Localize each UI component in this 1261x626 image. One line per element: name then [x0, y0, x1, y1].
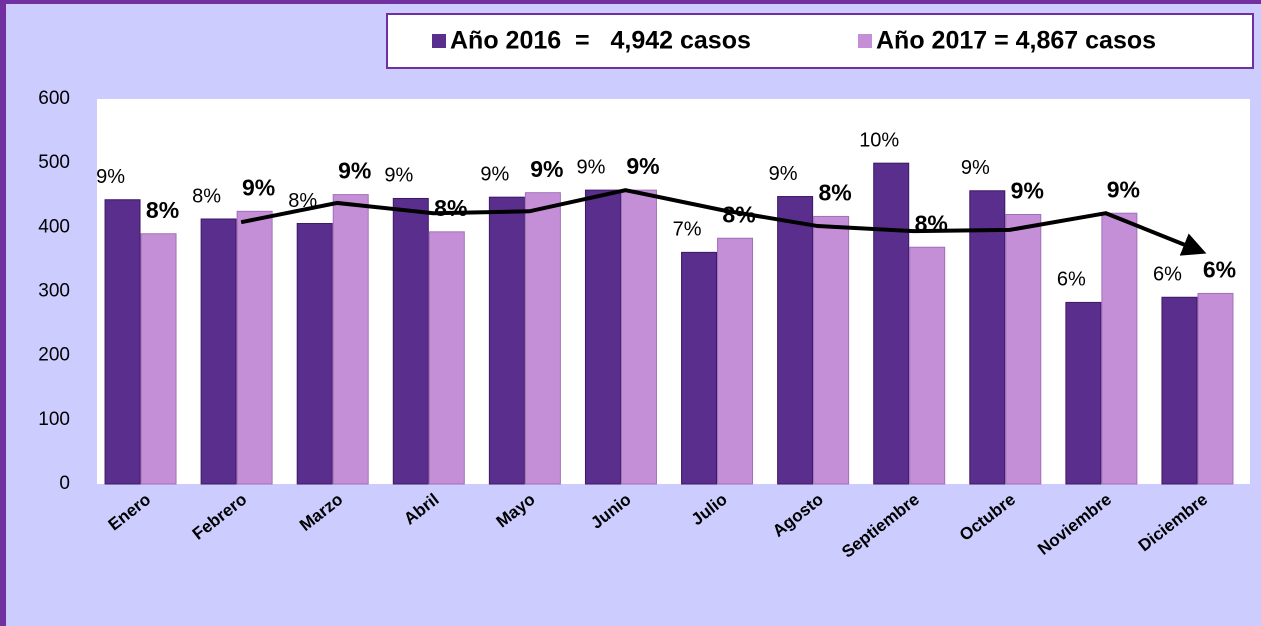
bar [1101, 212, 1138, 485]
trend-line [240, 188, 1207, 256]
y-tick-label: 400 [38, 216, 70, 237]
share-label: 9% [530, 156, 563, 182]
share-label: 9% [96, 166, 125, 188]
share-label: 9% [769, 163, 798, 185]
bar [813, 215, 850, 485]
y-tick-label: 600 [38, 88, 70, 109]
left-border [0, 0, 6, 626]
bar [488, 196, 525, 485]
bar [296, 222, 333, 485]
bar [1197, 292, 1234, 485]
share-label: 9% [384, 165, 413, 187]
share-label: 7% [673, 219, 702, 241]
share-label: 9% [577, 156, 606, 178]
bar [332, 194, 369, 485]
share-label: 9% [242, 174, 275, 200]
bar [873, 162, 910, 485]
plot-area [97, 99, 1250, 484]
bar [1005, 214, 1042, 485]
legend [386, 13, 1254, 69]
y-tick-label: 100 [38, 409, 70, 430]
legend-label: Año 2017 = 4,867 casos [876, 27, 1156, 55]
share-label: 6% [1153, 264, 1182, 286]
share-label: 9% [626, 153, 659, 179]
bar [1065, 301, 1102, 485]
share-label: 9% [338, 158, 371, 184]
y-tick-label: 300 [38, 281, 70, 302]
share-label: 8% [192, 185, 221, 207]
legend-label: Año 2016 = 4,942 casos [450, 27, 751, 55]
bar [969, 190, 1006, 485]
legend-swatch [858, 34, 872, 48]
share-label: 6% [1057, 269, 1086, 291]
bar [392, 197, 429, 485]
share-label: 8% [288, 190, 317, 212]
share-label: 9% [1107, 176, 1140, 202]
share-label: 9% [1011, 178, 1044, 204]
y-tick-label: 500 [38, 152, 70, 173]
share-label: 8% [434, 195, 467, 221]
share-label: 10% [859, 129, 899, 151]
top-border [0, 0, 1261, 4]
share-label: 8% [819, 180, 852, 206]
share-label: 8% [146, 197, 179, 223]
bar [681, 251, 718, 485]
bar [717, 237, 754, 485]
legend-swatch [432, 34, 446, 48]
bar [584, 189, 621, 485]
bar [140, 233, 177, 485]
bar [620, 189, 657, 485]
bar [909, 246, 946, 485]
share-label: 9% [961, 157, 990, 179]
bar [236, 210, 273, 485]
bar [524, 192, 561, 485]
y-tick-label: 200 [38, 345, 70, 366]
bar [777, 196, 814, 485]
bar [200, 218, 237, 485]
bar [428, 231, 465, 485]
bar [104, 199, 141, 485]
share-label: 6% [1203, 257, 1236, 283]
bar [1161, 296, 1198, 485]
share-label: 9% [480, 163, 509, 185]
y-tick-label: 0 [59, 473, 70, 494]
